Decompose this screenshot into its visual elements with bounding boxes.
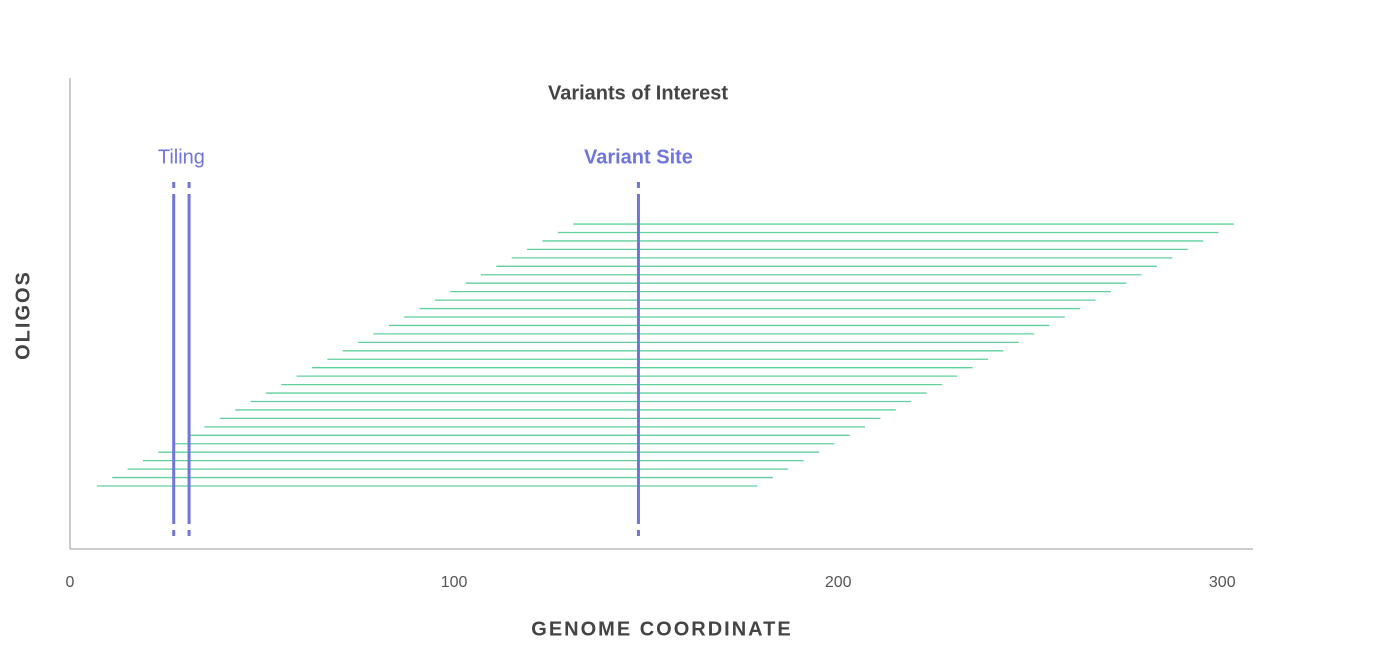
x-tick-label: 300 <box>1209 574 1236 591</box>
y-axis-label: OLIGOS <box>12 270 34 360</box>
x-tick-label: 100 <box>441 574 468 591</box>
marker-label: Variant Site <box>584 146 693 168</box>
x-axis-label: GENOME COORDINATE <box>531 618 792 640</box>
x-tick-label: 0 <box>66 574 75 591</box>
marker-label: Tiling <box>158 146 205 168</box>
x-tick-label: 200 <box>825 574 852 591</box>
chart-title: Variants of Interest <box>548 82 728 104</box>
